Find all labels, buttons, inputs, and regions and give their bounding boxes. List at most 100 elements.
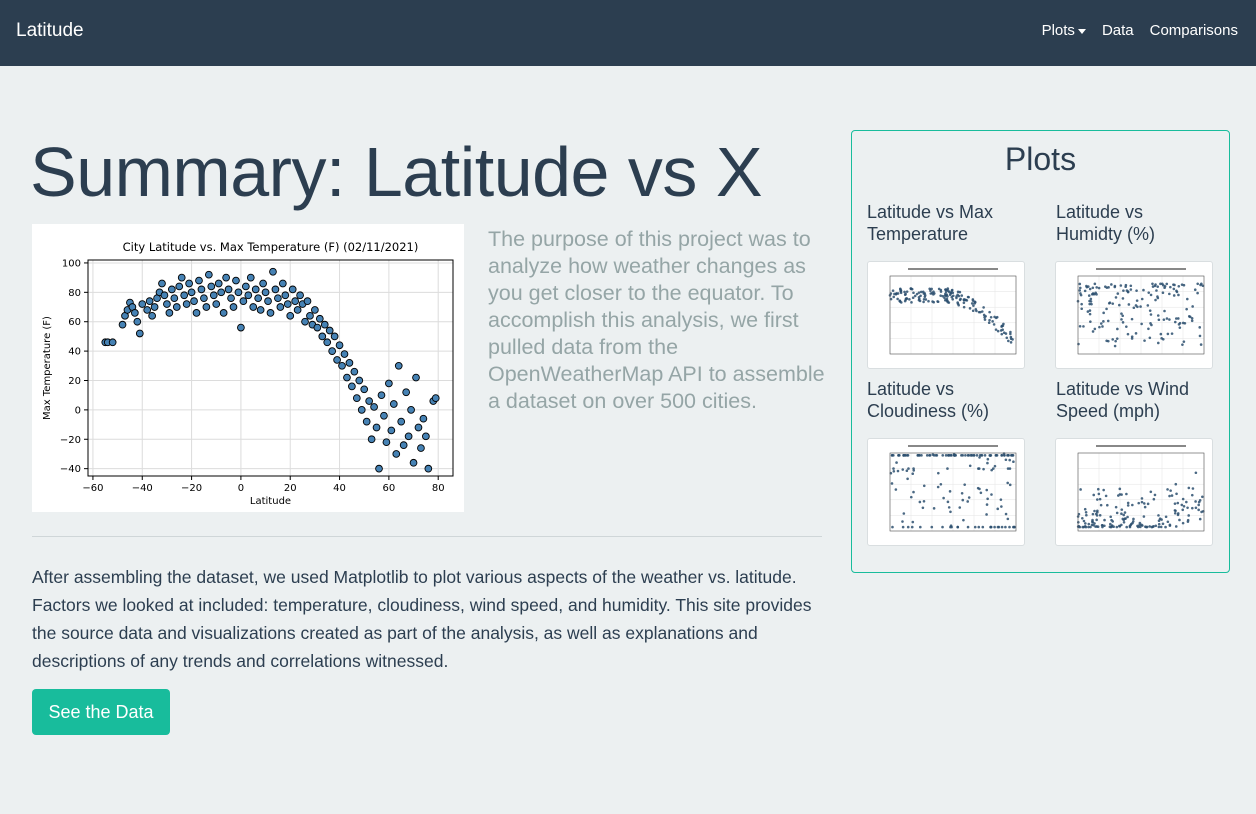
y-tick-label: 60 — [68, 317, 81, 328]
thumb-point — [923, 292, 927, 295]
nav-link-data[interactable]: Data — [1101, 22, 1134, 39]
thumb-point — [1000, 324, 1004, 328]
data-point — [148, 311, 156, 320]
thumb-point — [1088, 302, 1091, 306]
data-point — [301, 317, 309, 326]
thumb-point — [1137, 501, 1141, 505]
thumb-point — [1091, 292, 1095, 295]
thumb-point — [901, 520, 904, 523]
data-point — [202, 303, 211, 311]
thumb-point — [1161, 337, 1165, 341]
thumb-point — [1077, 520, 1080, 524]
data-point — [402, 388, 410, 397]
thumb-humidity[interactable] — [1055, 261, 1213, 369]
thumb-point — [986, 497, 989, 501]
thumb-point — [1104, 494, 1108, 498]
data-point — [382, 438, 391, 447]
thumb-label-wind: Latitude vs Wind Speed (mph) — [1056, 379, 1190, 421]
y-tick-label: −20 — [60, 435, 81, 446]
thumb-point — [949, 292, 953, 295]
thumb-point — [1121, 297, 1125, 300]
lead-paragraph: The purpose of this project was to analy… — [488, 227, 825, 413]
thumb-point — [1082, 325, 1085, 328]
data-point — [399, 441, 408, 449]
thumb-point — [1121, 321, 1125, 324]
thumb-point — [971, 299, 975, 302]
thumb-wind[interactable] — [1055, 438, 1213, 546]
thumb-point — [1079, 488, 1082, 491]
thumb-point — [944, 290, 948, 294]
thumb-point — [1106, 319, 1110, 323]
thumb-temperature[interactable] — [867, 261, 1025, 369]
thumb-point — [955, 296, 958, 300]
data-point — [204, 270, 213, 279]
thumb-point — [1008, 525, 1011, 529]
thumb-point — [1116, 292, 1120, 295]
thumb-point — [1164, 525, 1167, 529]
see-data-button[interactable]: See the Data — [32, 689, 170, 735]
thumb-point — [1120, 508, 1124, 511]
data-point — [224, 285, 233, 294]
thumb-point — [1159, 282, 1162, 286]
brand-link[interactable]: Latitude — [16, 20, 84, 41]
thumb-point — [1130, 522, 1133, 526]
data-point — [197, 285, 206, 294]
thumb-point — [1187, 486, 1191, 490]
thumb-point — [1104, 285, 1107, 288]
data-point — [389, 400, 398, 408]
thumb-point — [1173, 283, 1176, 287]
thumb-point — [1103, 518, 1106, 522]
data-point — [352, 394, 361, 402]
thumb-point — [1186, 506, 1189, 510]
thumb-point — [1112, 525, 1115, 528]
data-point — [335, 341, 344, 350]
thumb-point — [1128, 525, 1132, 529]
thumb-point — [1187, 514, 1191, 517]
thumb-point — [980, 310, 984, 313]
plots-dropdown[interactable]: Plots — [1042, 22, 1086, 39]
thumb-point — [1009, 330, 1012, 334]
thumb-cloudiness[interactable] — [867, 438, 1025, 546]
thumb-point — [1174, 317, 1178, 320]
thumb-point — [1091, 518, 1094, 522]
nav-link-comparisons[interactable]: Comparisons — [1149, 22, 1238, 39]
thumb-point — [945, 299, 948, 302]
thumb-point — [960, 294, 964, 297]
data-point — [131, 309, 139, 317]
thumb-point — [960, 491, 964, 495]
thumb-point — [1168, 524, 1172, 527]
thumb-point — [1115, 511, 1119, 515]
data-point — [404, 432, 413, 441]
thumb-point — [1197, 508, 1200, 512]
thumb-point — [968, 307, 972, 310]
thumb-point — [1185, 297, 1189, 301]
thumb-point — [1078, 286, 1082, 290]
data-point — [377, 391, 386, 400]
thumb-point — [1190, 319, 1194, 323]
thumb-point — [1159, 525, 1163, 529]
data-point — [207, 282, 216, 291]
thumb-point — [1132, 517, 1135, 521]
thumb-point — [982, 467, 985, 471]
thumb-point — [1125, 492, 1128, 496]
data-point — [303, 297, 312, 305]
thumb-point — [995, 454, 999, 457]
thumb-point — [1194, 506, 1198, 510]
thumb-point — [1102, 320, 1105, 323]
thumb-point — [916, 454, 920, 457]
thumb-point — [1180, 283, 1184, 286]
thumb-point — [1107, 286, 1110, 289]
data-point — [185, 279, 193, 288]
data-point — [306, 311, 314, 320]
thumb-point — [1168, 318, 1171, 321]
thumb-point — [957, 303, 960, 307]
thumb-point — [1081, 517, 1084, 520]
thumb-point — [896, 469, 900, 473]
thumb-point — [1198, 334, 1202, 338]
thumb-point — [1098, 497, 1102, 501]
thumb-point — [962, 518, 965, 522]
thumb-point — [937, 471, 940, 475]
thumb-point — [1088, 312, 1092, 316]
thumb-point — [970, 454, 974, 457]
thumb-point — [1084, 525, 1088, 529]
